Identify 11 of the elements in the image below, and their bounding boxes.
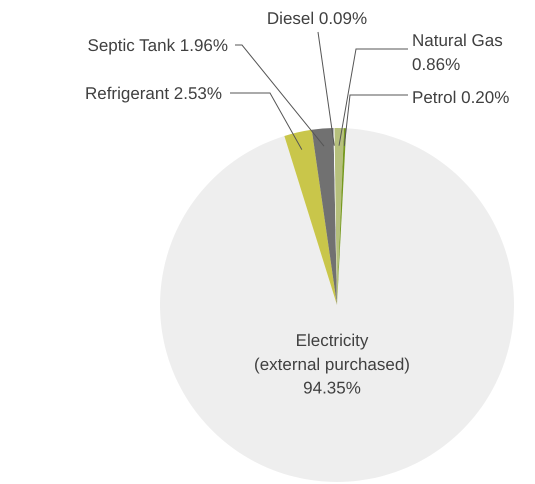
pie-slice — [312, 128, 337, 305]
data-label: 94.35% — [303, 378, 361, 398]
slice-label: Petrol 0.20% — [412, 88, 510, 107]
slice-label: Diesel 0.09% — [266, 8, 368, 28]
pie-slice — [160, 128, 514, 482]
pie-slice — [284, 130, 337, 305]
slice-label: Natural Gas — [412, 30, 503, 50]
slice-label: Electricity (external purchased) — [254, 330, 410, 374]
data-label: 0.86% — [412, 54, 460, 74]
slice-label: Septic Tank 1.96% — [88, 36, 228, 55]
slice-label: Refrigerant 2.53% — [84, 84, 222, 103]
